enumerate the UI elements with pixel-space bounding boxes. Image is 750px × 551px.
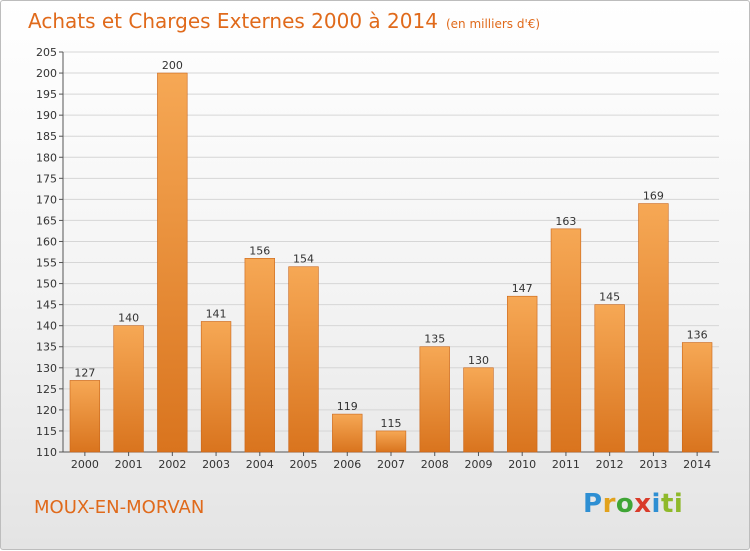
y-tick-label: 140 xyxy=(36,320,57,333)
bar xyxy=(419,346,450,453)
x-tick-label: 2004 xyxy=(246,458,274,471)
x-tick-label: 2012 xyxy=(596,458,624,471)
y-tick-label: 185 xyxy=(36,130,57,143)
bar-value-label: 145 xyxy=(599,291,620,304)
y-tick-label: 150 xyxy=(36,278,57,291)
bar-value-label: 140 xyxy=(118,312,139,325)
bar-value-label: 169 xyxy=(643,190,664,203)
bar xyxy=(244,258,275,453)
proxiti-logo: Proxiti xyxy=(583,489,684,519)
x-tick-label: 2001 xyxy=(115,458,143,471)
bar xyxy=(288,266,319,453)
bar xyxy=(463,367,494,453)
bar-value-label: 127 xyxy=(74,366,95,379)
y-tick-label: 165 xyxy=(36,214,57,227)
y-tick-label: 180 xyxy=(36,151,57,164)
x-tick-label: 2002 xyxy=(158,458,186,471)
y-tick-label: 170 xyxy=(36,193,57,206)
bar xyxy=(157,72,188,453)
bar xyxy=(375,430,407,453)
bar-value-label: 156 xyxy=(249,244,270,257)
bar xyxy=(681,342,713,453)
bar xyxy=(550,228,582,453)
bar-value-label: 200 xyxy=(162,59,183,72)
x-tick-label: 2005 xyxy=(290,458,318,471)
bar-value-label: 115 xyxy=(381,417,402,430)
x-tick-label: 2011 xyxy=(552,458,580,471)
x-tick-label: 2014 xyxy=(683,458,711,471)
bar-value-label: 141 xyxy=(206,307,227,320)
y-tick-label: 130 xyxy=(36,362,57,375)
y-tick-label: 110 xyxy=(36,446,57,459)
bar-value-label: 154 xyxy=(293,253,314,266)
y-tick-label: 195 xyxy=(36,88,57,101)
x-tick-label: 2010 xyxy=(508,458,536,471)
x-tick-label: 2008 xyxy=(421,458,449,471)
x-tick-label: 2006 xyxy=(333,458,361,471)
bar-value-label: 147 xyxy=(512,282,533,295)
bar-value-label: 130 xyxy=(468,354,489,367)
bar-value-label: 119 xyxy=(337,400,358,413)
y-tick-label: 160 xyxy=(36,235,57,248)
y-tick-label: 145 xyxy=(36,299,57,312)
chart-unit: (en milliers d'€) xyxy=(445,17,541,31)
bar xyxy=(200,321,232,453)
x-tick-label: 2013 xyxy=(639,458,667,471)
x-tick-label: 2003 xyxy=(202,458,230,471)
bar-value-label: 136 xyxy=(687,329,708,342)
y-tick-label: 205 xyxy=(36,46,57,59)
y-tick-label: 190 xyxy=(36,109,57,122)
y-tick-label: 120 xyxy=(36,404,57,417)
bar xyxy=(594,304,625,453)
y-tick-label: 125 xyxy=(36,383,57,396)
y-tick-label: 155 xyxy=(36,257,57,270)
y-tick-label: 175 xyxy=(36,172,57,185)
location-label: MOUX-EN-MORVAN xyxy=(34,497,205,518)
x-tick-label: 2007 xyxy=(377,458,405,471)
bar xyxy=(113,325,144,453)
bar xyxy=(69,380,101,453)
y-tick-label: 115 xyxy=(36,425,57,438)
y-tick-label: 200 xyxy=(36,67,57,80)
x-tick-label: 2009 xyxy=(464,458,492,471)
bar xyxy=(507,295,538,453)
chart-title: Achats et Charges Externes 2000 à 2014 (e… xyxy=(28,9,541,33)
bar-value-label: 163 xyxy=(555,215,576,228)
bar-value-label: 135 xyxy=(424,333,445,346)
y-tick-label: 135 xyxy=(36,341,57,354)
bar xyxy=(638,203,669,453)
bar xyxy=(332,413,363,453)
x-tick-label: 2000 xyxy=(71,458,99,471)
